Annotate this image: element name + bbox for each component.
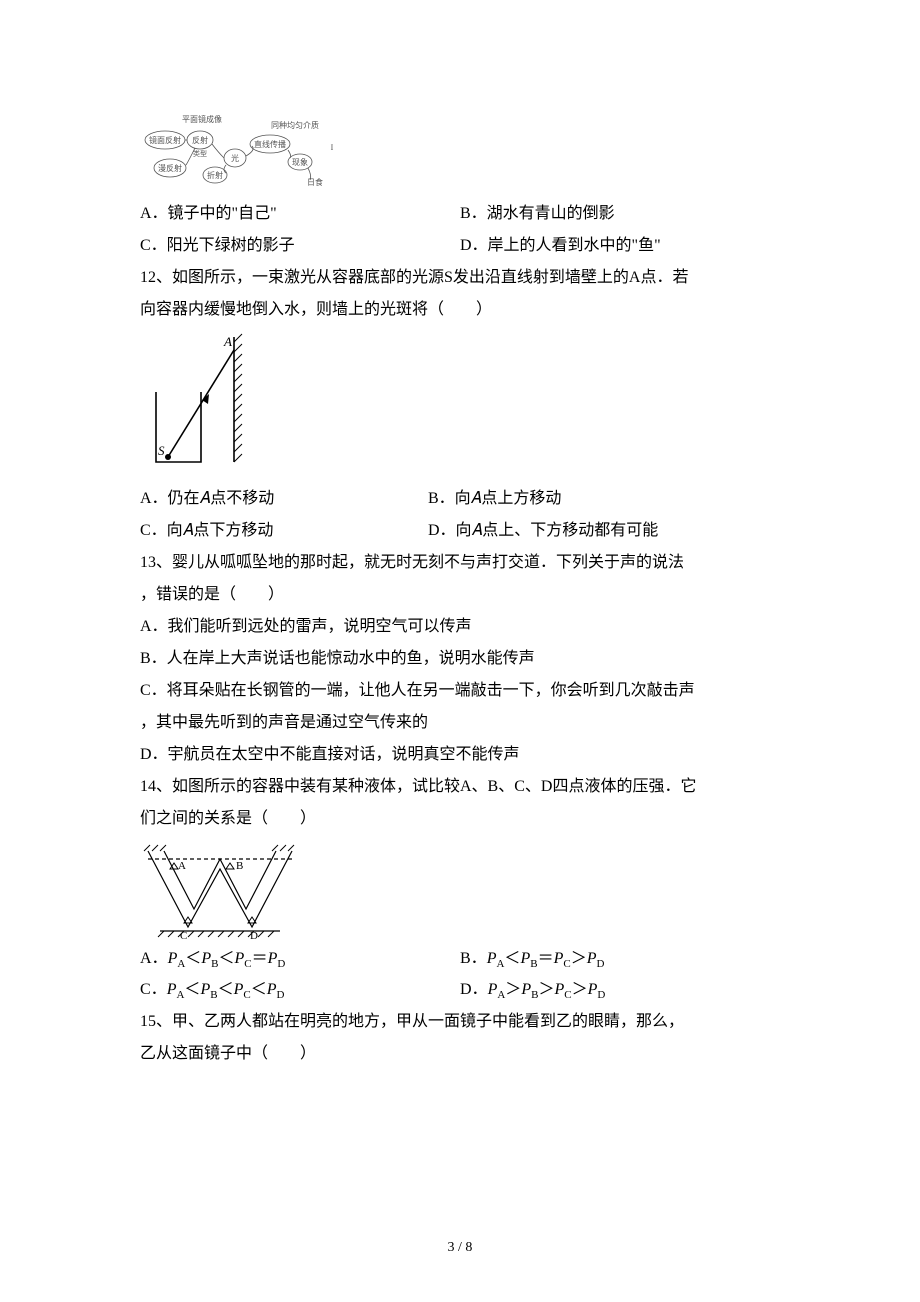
- node-ru: 同种均匀介质: [271, 120, 319, 130]
- q13-A: A．我们能听到远处的雷声，说明空气可以传声: [140, 611, 780, 643]
- q11-row2: C．阳光下绿树的影子 D．岸上的人看到水中的"鱼": [140, 230, 780, 262]
- q12-optD: D．向𝐴点上、下方移动都有可能: [428, 515, 780, 547]
- node-lml: 镜面反射: [149, 135, 181, 145]
- q14-row2: C．PA＜PB＜PC＜PD D．PA＞PB＞PC＞PD: [140, 975, 780, 1006]
- node-fr: I: [331, 143, 334, 152]
- q14-figure: A B C D: [140, 839, 300, 944]
- q14-optA: A．PA＜PB＜PC＝PD: [140, 944, 460, 975]
- node-ll: 漫反射: [158, 163, 182, 173]
- node-rm: 直线传播: [254, 139, 286, 149]
- node-lu: 平面镜成像: [182, 114, 222, 124]
- q11-optD: D．岸上的人看到水中的"鱼": [460, 230, 780, 262]
- q13-D: D．宇航员在太空中不能直接对话，说明真空不能传声: [140, 739, 780, 771]
- q13-B: B．人在岸上大声说话也能惊动水中的鱼，说明水能传声: [140, 643, 780, 675]
- q12-optB: B．向𝐴点上方移动: [428, 483, 780, 515]
- pt-B: B: [236, 860, 243, 872]
- label-A: A: [223, 334, 232, 349]
- page-number: 3 / 8: [0, 1234, 920, 1262]
- q14-optC: C．PA＜PB＜PC＜PD: [140, 975, 460, 1006]
- q12-stem2: 向容器内缓慢地倒入水，则墙上的光斑将（ ）: [140, 294, 780, 326]
- node-br: 日食: [307, 177, 323, 187]
- q12-row2: C．向𝐴点下方移动 D．向𝐴点上、下方移动都有可能: [140, 515, 780, 547]
- q14-stem1: 14、如图所示的容器中装有某种液体，试比较A、B、C、D四点液体的压强．它: [140, 771, 780, 803]
- q11-row1: A．镜子中的"自己" B．湖水有青山的倒影: [140, 198, 780, 230]
- q12-stem1: 12、如图所示，一束激光从容器底部的光源S发出沿直线射到墙壁上的A点．若: [140, 262, 780, 294]
- node-rl: 折射: [207, 170, 223, 180]
- q12-figure: S A: [146, 332, 256, 477]
- node-li: 类型: [193, 149, 207, 158]
- q15-stem2: 乙从这面镜子中（ ）: [140, 1038, 780, 1070]
- page-root: 光 平面镜成像 反射 镜面反射 类型 漫反射 折射 直线传播 同种均匀介质 现象…: [0, 0, 920, 1302]
- q14-optD: D．PA＞PB＞PC＞PD: [460, 975, 780, 1006]
- q12-optC: C．向𝐴点下方移动: [140, 515, 428, 547]
- node-rlr: 现象: [292, 157, 308, 167]
- q11-optA: A．镜子中的"自己": [140, 198, 460, 230]
- q15-stem1: 15、甲、乙两人都站在明亮的地方，甲从一面镜子中能看到乙的眼睛，那么，: [140, 1006, 780, 1038]
- node-center: 光: [231, 153, 239, 163]
- q14-row1: A．PA＜PB＜PC＝PD B．PA＜PB＝PC＞PD: [140, 944, 780, 975]
- q14-stem2: 们之间的关系是（ ）: [140, 803, 780, 835]
- pt-C: C: [180, 930, 187, 942]
- pt-A: A: [178, 860, 186, 872]
- q13-C2: ，其中最先听到的声音是通过空气传来的: [140, 707, 780, 739]
- q13-stem2: ，错误的是（ ）: [140, 579, 780, 611]
- q13-C1: C．将耳朵贴在长钢管的一端，让他人在另一端敲击一下，你会听到几次敲击声: [140, 675, 780, 707]
- label-S: S: [158, 443, 165, 458]
- q12-optA: A．仍在𝐴点不移动: [140, 483, 428, 515]
- q11-optB: B．湖水有青山的倒影: [460, 198, 780, 230]
- node-lmr: 反射: [192, 135, 208, 145]
- q13-stem1: 13、婴儿从呱呱坠地的那时起，就无时无刻不与声打交道．下列关于声的说法: [140, 547, 780, 579]
- q12-row1: A．仍在𝐴点不移动 B．向𝐴点上方移动: [140, 483, 780, 515]
- q11-figure: 光 平面镜成像 反射 镜面反射 类型 漫反射 折射 直线传播 同种均匀介质 现象…: [140, 110, 340, 190]
- q11-optC: C．阳光下绿树的影子: [140, 230, 460, 262]
- pt-D: D: [250, 930, 258, 942]
- q14-optB: B．PA＜PB＝PC＞PD: [460, 944, 780, 975]
